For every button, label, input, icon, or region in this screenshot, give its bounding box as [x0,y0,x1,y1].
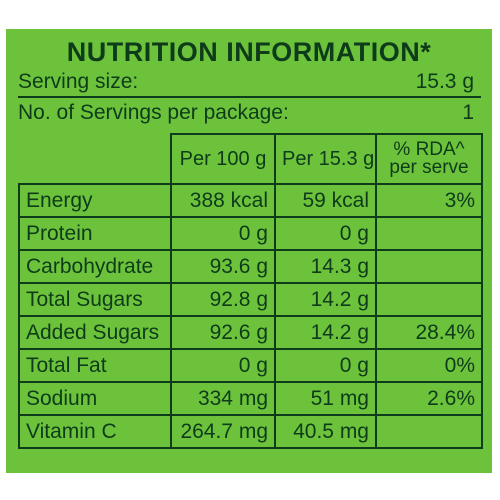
nutrition-label: NUTRITION INFORMATION* Serving size: 15.… [2,25,496,477]
nutrient-name: Protein [18,216,172,251]
serving-divider [18,96,481,98]
per-100g-value: 264.7 mg [170,414,276,449]
rda-value [375,216,483,251]
header-per-serving: Per 15.3 g [274,133,377,185]
per-serving-value: 14.2 g [274,282,377,317]
header-rda-line2: per serve [389,157,469,178]
nutrient-name: Sodium [18,381,172,416]
serving-size-row: Serving size: 15.3 g [18,69,480,95]
per-100g-value: 334 mg [170,381,276,416]
per-serving-value: 0 g [274,216,377,251]
serving-size-label: Serving size: [18,70,139,93]
header-rda: % RDA^ per serve [375,133,483,185]
header-rda-line1: % RDA^ [393,139,465,160]
rda-value: 0% [375,348,483,383]
table-row: Vitamin C 264.7 mg 40.5 mg [18,414,483,449]
nutrient-name: Carbohydrate [18,249,172,284]
table-row: Added Sugars 92.6 g 14.2 g 28.4% [18,315,483,350]
nutrient-name: Added Sugars [18,315,172,350]
rda-value [375,414,483,449]
per-serving-value: 14.3 g [274,249,377,284]
table-row: Energy 388 kcal 59 kcal 3% [18,183,483,218]
table-row: Protein 0 g 0 g [18,216,483,251]
servings-per-package-value: 1 [462,101,474,124]
rda-value: 2.6% [375,381,483,416]
per-serving-value: 40.5 mg [274,414,377,449]
servings-per-package-label: No. of Servings per package: [18,101,289,124]
per-100g-value: 0 g [170,348,276,383]
rda-value [375,249,483,284]
per-100g-value: 93.6 g [170,249,276,284]
per-100g-value: 92.8 g [170,282,276,317]
table-row: Total Fat 0 g 0 g 0% [18,348,483,383]
table-row: Carbohydrate 93.6 g 14.3 g [18,249,483,284]
nutrition-table: Per 100 g Per 15.3 g % RDA^ per serve En… [18,133,483,449]
serving-size-value: 15.3 g [415,70,474,93]
table-row: Sodium 334 mg 51 mg 2.6% [18,381,483,416]
servings-per-package-row: No. of Servings per package: 1 [18,100,480,126]
per-serving-value: 59 kcal [274,183,377,218]
per-serving-value: 0 g [274,348,377,383]
per-100g-value: 92.6 g [170,315,276,350]
nutrient-name: Total Sugars [18,282,172,317]
per-100g-value: 0 g [170,216,276,251]
per-serving-value: 51 mg [274,381,377,416]
nutrient-name: Vitamin C [18,414,172,449]
header-per-100g: Per 100 g [170,133,276,185]
per-100g-value: 388 kcal [170,183,276,218]
header-blank-cell [19,134,172,185]
rda-value: 28.4% [375,315,483,350]
table-row: Total Sugars 92.8 g 14.2 g [18,282,483,317]
rda-value: 3% [375,183,483,218]
per-serving-value: 14.2 g [274,315,377,350]
nutrition-title: NUTRITION INFORMATION* [66,37,432,67]
nutrient-name: Energy [18,183,172,218]
table-header-row: Per 100 g Per 15.3 g % RDA^ per serve [19,133,483,185]
nutrient-name: Total Fat [18,348,172,383]
rda-value [375,282,483,317]
